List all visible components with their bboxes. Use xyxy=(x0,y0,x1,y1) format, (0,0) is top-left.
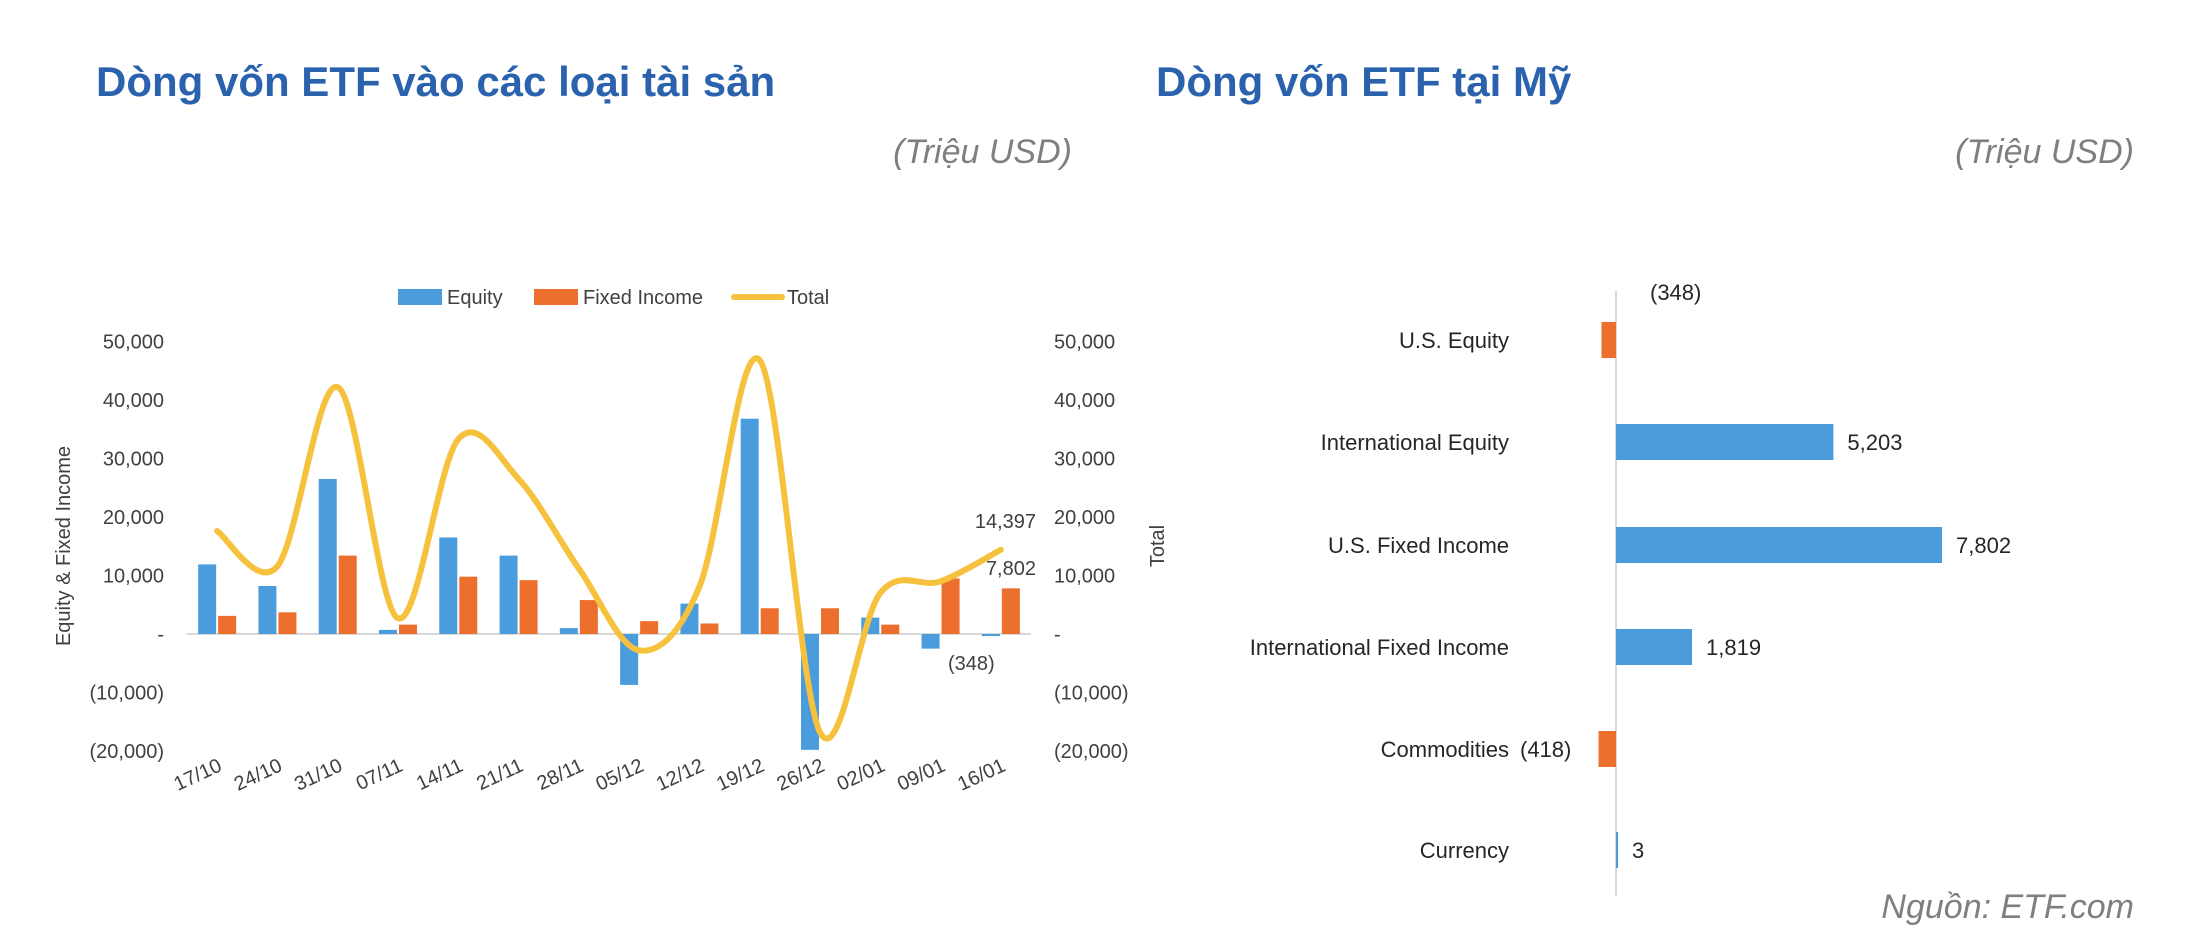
bar-fixed-income xyxy=(519,580,538,634)
x-tick-label: 28/11 xyxy=(534,755,587,795)
left-chart-title: Dòng vốn ETF vào các loại tài sản xyxy=(96,58,775,105)
x-tick-label: 12/12 xyxy=(653,755,708,796)
category-label: U.S. Equity xyxy=(1399,328,1509,353)
x-tick-label: 24/10 xyxy=(231,755,286,796)
right-y-tick-label: 10,000 xyxy=(1054,566,1115,588)
category-label: Currency xyxy=(1420,838,1509,863)
x-tick-label: 16/01 xyxy=(954,755,1009,796)
category-label: Commodities xyxy=(1381,737,1509,762)
left-y-tick-label: (10,000) xyxy=(90,683,165,705)
legend: Equity Fixed Income Total xyxy=(398,287,829,309)
total-line xyxy=(214,355,1004,742)
bar-fixed-income xyxy=(1001,588,1020,634)
bar-fixed-income xyxy=(700,623,719,634)
bar-equity xyxy=(740,418,759,634)
left-y-tick-label: 40,000 xyxy=(103,390,164,412)
bar-equity xyxy=(499,555,518,634)
hbar xyxy=(1601,322,1616,358)
legend-swatch-equity xyxy=(398,289,442,305)
right-y-axis-title: Total xyxy=(1147,525,1169,567)
left-y-tick-label: 50,000 xyxy=(103,332,164,354)
value-label: (348) xyxy=(1650,280,1701,305)
legend-label-equity: Equity xyxy=(447,287,503,309)
bar-fixed-income xyxy=(218,615,237,634)
x-tick-label: 07/11 xyxy=(353,755,406,795)
value-label: 5,203 xyxy=(1847,430,1902,455)
value-label: (418) xyxy=(1520,737,1571,762)
bar-fixed-income xyxy=(338,555,357,634)
right-chart-unit: (Triệu USD) xyxy=(1955,133,2134,171)
source-note: Nguồn: ETF.com xyxy=(1881,888,2134,926)
x-axis: 17/10 24/10 31/10 07/11 14/11 21/11 28/11 05/12… xyxy=(171,755,1009,796)
right-y-tick-label: (20,000) xyxy=(1054,741,1129,763)
right-y-tick-label: 40,000 xyxy=(1054,390,1115,412)
left-y-tick-label: 20,000 xyxy=(103,507,164,529)
right-y-axis: (20,000) (10,000) - 10,000 20,000 30,000 40,00… xyxy=(1054,332,1129,764)
right-y-tick-label: 50,000 xyxy=(1054,332,1115,354)
left-y-axis-title: Equity & Fixed Income xyxy=(53,446,75,646)
hbar xyxy=(1598,731,1616,767)
value-label: 7,802 xyxy=(1956,533,2011,558)
hbar xyxy=(1616,527,1942,563)
hbar xyxy=(1616,629,1693,665)
bar-fixed-income xyxy=(941,578,960,634)
x-tick-label: 31/10 xyxy=(291,755,346,796)
right-chart-title: Dòng vốn ETF tại Mỹ xyxy=(1156,58,1572,105)
legend-label-fixed-income: Fixed Income xyxy=(583,287,703,309)
legend-label-total: Total xyxy=(787,287,829,309)
x-tick-label: 02/01 xyxy=(834,755,889,796)
bar-equity xyxy=(439,537,458,634)
left-y-tick-label: 30,000 xyxy=(103,449,164,471)
hbar xyxy=(1616,424,1834,460)
left-y-axis: (20,000) (10,000) - 10,000 20,000 30,000 40,00… xyxy=(90,332,165,764)
x-tick-label: 21/11 xyxy=(473,755,526,795)
x-tick-label: 09/01 xyxy=(894,755,949,796)
bar-fixed-income xyxy=(640,621,659,634)
data-label-equity-last: (348) xyxy=(948,653,995,675)
bar-equity xyxy=(318,478,337,634)
bar-equity xyxy=(198,564,217,634)
bar-equity xyxy=(258,586,277,634)
bar-fixed-income xyxy=(459,576,478,634)
left-y-tick-label: - xyxy=(157,624,164,646)
right-y-tick-label: - xyxy=(1054,624,1061,646)
right-bars: U.S. Equity (348) International Equity 5,20… xyxy=(1250,280,2011,868)
bar-equity xyxy=(559,628,578,634)
value-label: 1,819 xyxy=(1706,635,1761,660)
x-tick-label: 17/10 xyxy=(171,755,226,796)
category-label: International Equity xyxy=(1321,430,1509,455)
data-label-total-last: 14,397 xyxy=(975,511,1036,533)
right-y-tick-label: 30,000 xyxy=(1054,449,1115,471)
legend-swatch-fixed-income xyxy=(534,289,578,305)
bar-fixed-income xyxy=(760,608,779,634)
x-tick-label: 19/12 xyxy=(713,755,768,796)
right-y-tick-label: (10,000) xyxy=(1054,683,1129,705)
category-label: U.S. Fixed Income xyxy=(1328,533,1509,558)
data-label-fixed-income-last: 7,802 xyxy=(986,558,1036,580)
bar-fixed-income xyxy=(278,612,297,634)
left-y-tick-label: (20,000) xyxy=(90,741,165,763)
x-tick-label: 05/12 xyxy=(593,755,648,796)
hbar xyxy=(1616,832,1618,868)
bar-fixed-income xyxy=(821,608,839,634)
bar-equity xyxy=(981,634,1000,637)
x-tick-label: 14/11 xyxy=(413,755,466,795)
left-chart-unit: (Triệu USD) xyxy=(893,133,1072,171)
right-y-tick-label: 20,000 xyxy=(1054,507,1115,529)
bar-equity xyxy=(921,634,940,649)
bar-equity xyxy=(379,629,397,634)
bar-fixed-income xyxy=(579,600,598,634)
value-label: 3 xyxy=(1632,838,1644,863)
bar-fixed-income xyxy=(399,624,417,634)
left-y-tick-label: 10,000 xyxy=(103,566,164,588)
category-label: International Fixed Income xyxy=(1250,635,1509,660)
x-tick-label: 26/12 xyxy=(773,755,828,796)
bar-fixed-income xyxy=(881,624,900,634)
